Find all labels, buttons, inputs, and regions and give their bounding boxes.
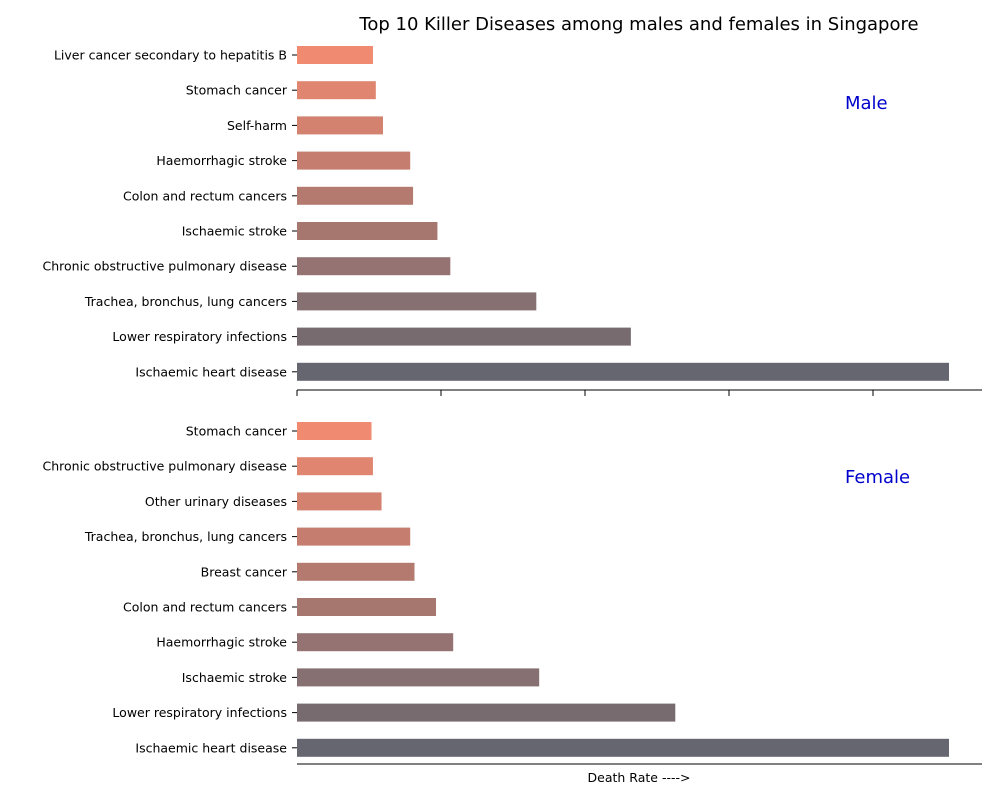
male-category-label: Ischaemic heart disease [135, 364, 287, 379]
x-axis-label: Death Rate ----> [588, 770, 691, 785]
male-category-label: Self-harm [227, 118, 287, 133]
female-bar [297, 562, 415, 581]
female-category-label: Other urinary diseases [145, 494, 287, 509]
male-panel: Liver cancer secondary to hepatitis B Sto… [43, 46, 982, 396]
female-bar [297, 422, 372, 440]
female-category-label: Colon and rectum cancers [123, 600, 287, 615]
male-category-label: Stomach cancer [186, 83, 288, 98]
female-category-label: Trachea, bronchus, lung cancers [84, 529, 287, 544]
female-bar [297, 457, 373, 476]
female-panel: Stomach cancer Chronic obstructive pulmon… [43, 422, 982, 765]
female-category-label: Breast cancer [201, 564, 288, 579]
female-category-label: Chronic obstructive pulmonary disease [43, 459, 288, 474]
male-category-label: Haemorrhagic stroke [156, 153, 287, 168]
female-category-label: Stomach cancer [186, 424, 288, 439]
chart-title: Top 10 Killer Diseases among males and f… [358, 14, 918, 35]
male-bar [297, 151, 411, 170]
male-bar [297, 292, 537, 311]
male-bar [297, 116, 383, 135]
female-category-label: Ischaemic stroke [182, 670, 288, 685]
female-bar [297, 703, 676, 722]
female-panel-label: Female [845, 467, 910, 488]
male-bar [297, 46, 373, 64]
male-panel-label: Male [845, 93, 888, 114]
female-bar [297, 668, 540, 687]
male-category-label: Lower respiratory infections [112, 329, 287, 344]
female-category-label: Lower respiratory infections [112, 705, 287, 720]
female-bar [297, 738, 949, 757]
female-bar [297, 527, 411, 546]
male-bar [297, 222, 438, 240]
male-category-label: Liver cancer secondary to hepatitis B [54, 48, 287, 63]
female-bar [297, 598, 436, 616]
male-category-label: Ischaemic stroke [182, 224, 288, 239]
male-category-label: Chronic obstructive pulmonary disease [43, 259, 288, 274]
male-bar [297, 186, 414, 205]
female-category-label: Haemorrhagic stroke [156, 635, 287, 650]
female-bar [297, 633, 454, 652]
male-bar [297, 81, 376, 100]
female-bar [297, 492, 382, 511]
male-bar [297, 327, 631, 346]
male-category-label: Trachea, bronchus, lung cancers [84, 294, 287, 309]
male-bar [297, 257, 451, 276]
female-category-label: Ischaemic heart disease [135, 740, 287, 755]
male-bar [297, 362, 949, 381]
male-category-label: Colon and rectum cancers [123, 188, 287, 203]
